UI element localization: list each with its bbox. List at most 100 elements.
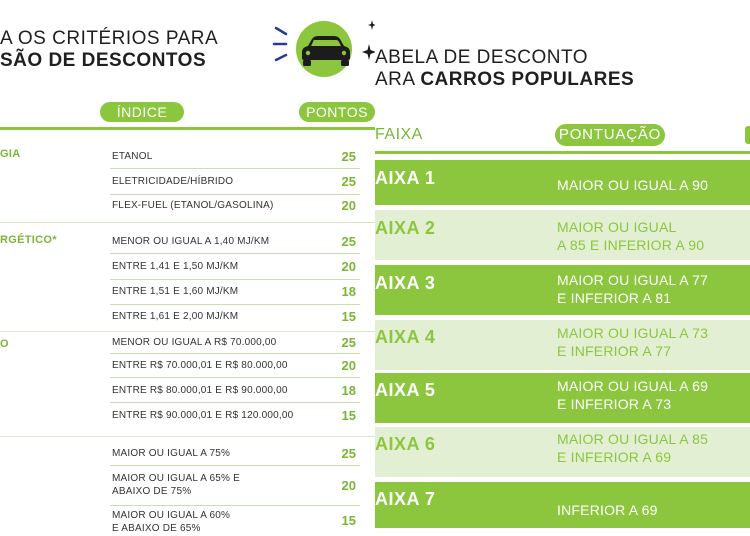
band-desc: MAIOR OU IGUAL A 77 <box>557 272 709 288</box>
car-icon <box>272 21 352 77</box>
discount-title-line2: ARA CARROS POPULARES <box>375 69 634 91</box>
discount-table-panel: ABELA DE DESCONTO ARA CARROS POPULARES F… <box>375 0 750 536</box>
band-desc: MAIOR OU IGUAL A 90 <box>557 177 709 193</box>
band-desc-line2: E INFERIOR A 77 <box>557 343 672 359</box>
criterion-text: ETANOL <box>112 151 153 162</box>
row-divider <box>110 353 360 354</box>
table-row: ENTRE 1,61 E 2,00 MJ/KM 15 <box>110 305 360 330</box>
criteria-title: A OS CRITÉRIOS PARA SÃO DE DESCONTOS <box>0 28 218 72</box>
criterion-text: MAIOR OU IGUAL A 75% <box>112 448 231 459</box>
table-row: FLEX-FUEL (ETANOL/GASOLINA) 20 <box>110 195 360 221</box>
group-label-price: O <box>0 338 9 350</box>
header-edge-marker <box>745 126 750 144</box>
criterion-text: MAIOR OU IGUAL A 60% <box>112 510 231 521</box>
table-row: ENTRE 1,51 E 1,60 MJ/KM 18 <box>110 280 360 305</box>
criterion-points: 20 <box>341 478 356 493</box>
sparkle-small-icon <box>368 20 376 30</box>
criteria-title-line1: A OS CRITÉRIOS PARA <box>0 28 219 49</box>
band-desc: MAIOR OU IGUAL <box>557 219 677 235</box>
group-divider <box>0 436 375 437</box>
table-row: MENOR OU IGUAL A R$ 70.000,00 25 <box>110 332 360 354</box>
band-desc: MAIOR OU IGUAL A 85 <box>557 431 709 447</box>
discount-header-rule <box>375 151 750 154</box>
criterion-points: 25 <box>341 174 356 189</box>
band-row: AIXA 1 MAIOR OU IGUAL A 90 <box>375 160 750 205</box>
criterion-points: 18 <box>341 383 356 398</box>
criterion-points: 25 <box>341 149 356 164</box>
criterion-text: ELETRICIDADE/HÍBRIDO <box>112 176 234 187</box>
discount-title: ABELA DE DESCONTO ARA CARROS POPULARES <box>375 47 634 91</box>
band-desc: MAIOR OU IGUAL A 69 <box>557 378 709 394</box>
criterion-points: 25 <box>341 446 356 461</box>
header-pontos: PONTOS <box>299 102 375 122</box>
header-indice: ÍNDICE <box>100 102 184 122</box>
discount-title-line2-regular: ARA <box>375 69 421 90</box>
table-row: ENTRE 1,41 E 1,50 MJ/KM 20 <box>110 254 360 280</box>
group-label-energy: GIA <box>0 148 21 160</box>
table-row: MAIOR OU IGUAL A 65% E ABAIXO DE 75% 20 <box>110 466 360 506</box>
table-row: MENOR OU IGUAL A 1,40 MJ/KM 25 <box>110 228 360 254</box>
group-label-energy-efficiency: RGÉTICO* <box>0 234 57 246</box>
group-divider <box>0 331 375 332</box>
band-desc: INFERIOR A 69 <box>557 502 658 518</box>
band-row: AIXA 3 MAIOR OU IGUAL A 77 E INFERIOR A … <box>375 265 750 315</box>
band-name: AIXA 6 <box>375 434 436 454</box>
criterion-text-line2: E ABAIXO DE 65% <box>112 523 201 534</box>
band-desc-line2: E INFERIOR A 81 <box>557 290 672 306</box>
band-desc-line2: E INFERIOR A 69 <box>557 449 672 465</box>
criterion-points: 20 <box>341 198 356 213</box>
sparkle-icon <box>362 44 376 60</box>
criterion-text: ENTRE R$ 90.000,01 E R$ 120.000,00 <box>112 410 294 421</box>
header-pontuacao: PONTUAÇÃO <box>555 124 665 146</box>
band-desc: MAIOR OU IGUAL A 73 <box>557 325 709 341</box>
criterion-text: ENTRE 1,61 E 2,00 MJ/KM <box>112 311 239 322</box>
table-row: ENTRE R$ 80.000,01 E R$ 90.000,00 18 <box>110 378 360 403</box>
group-divider <box>0 222 375 223</box>
criterion-text-line2: ABAIXO DE 75% <box>112 486 192 497</box>
row-divider <box>110 377 360 378</box>
criterion-text: ENTRE 1,51 E 1,60 MJ/KM <box>112 286 239 297</box>
criterion-text: ENTRE R$ 70.000,01 E R$ 80.000,00 <box>112 360 288 371</box>
criteria-title-line2: SÃO DE DESCONTOS <box>0 50 207 71</box>
band-desc-line2: E INFERIOR A 73 <box>557 396 672 412</box>
band-row: AIXA 7 INFERIOR A 69 <box>375 482 750 528</box>
criteria-header-rule <box>0 127 375 130</box>
discount-title-line1: ABELA DE DESCONTO <box>375 47 588 68</box>
criterion-points: 20 <box>341 259 356 274</box>
band-name: AIXA 5 <box>375 380 436 400</box>
criterion-points: 25 <box>341 234 356 249</box>
row-divider <box>110 194 360 195</box>
table-row: ENTRE R$ 70.000,01 E R$ 80.000,00 20 <box>110 354 360 378</box>
discount-title-line2-bold: CARROS POPULARES <box>420 69 635 90</box>
criterion-points: 20 <box>341 358 356 373</box>
band-name: AIXA 4 <box>375 327 436 347</box>
criterion-points: 25 <box>341 335 356 350</box>
criterion-text: MENOR OU IGUAL A R$ 70.000,00 <box>112 337 277 348</box>
criterion-text: MENOR OU IGUAL A 1,40 MJ/KM <box>112 236 270 247</box>
band-name: AIXA 2 <box>375 218 436 238</box>
criterion-text: ENTRE 1,41 E 1,50 MJ/KM <box>112 261 239 272</box>
criterion-points: 15 <box>341 513 356 528</box>
band-name: AIXA 7 <box>375 489 436 509</box>
table-row: MAIOR OU IGUAL A 60% E ABAIXO DE 65% 15 <box>110 506 360 536</box>
table-row: ENTRE R$ 90.000,01 E R$ 120.000,00 15 <box>110 403 360 429</box>
table-row: ETANOL 25 <box>110 143 360 169</box>
criterion-points: 18 <box>341 284 356 299</box>
row-divider <box>110 168 360 169</box>
band-desc-line2: A 85 E INFERIOR A 90 <box>557 237 705 253</box>
criterion-text: FLEX-FUEL (ETANOL/GASOLINA) <box>112 200 274 211</box>
criterion-text: MAIOR OU IGUAL A 65% E <box>112 473 240 484</box>
criterion-text: ENTRE R$ 80.000,01 E R$ 90.000,00 <box>112 385 288 396</box>
row-divider <box>110 402 360 403</box>
criteria-panel: A OS CRITÉRIOS PARA SÃO DE DESCONTOS ÍND… <box>0 28 375 536</box>
row-divider <box>110 505 360 506</box>
band-row: AIXA 4 MAIOR OU IGUAL A 73 E INFERIOR A … <box>375 320 750 370</box>
row-divider <box>110 253 360 254</box>
band-name: AIXA 3 <box>375 273 436 293</box>
criterion-points: 15 <box>341 309 356 324</box>
car-badge <box>272 20 382 80</box>
criterion-points: 15 <box>341 408 356 423</box>
band-row: AIXA 6 MAIOR OU IGUAL A 85 E INFERIOR A … <box>375 427 750 477</box>
row-divider <box>110 304 360 305</box>
band-row: AIXA 5 MAIOR OU IGUAL A 69 E INFERIOR A … <box>375 373 750 423</box>
